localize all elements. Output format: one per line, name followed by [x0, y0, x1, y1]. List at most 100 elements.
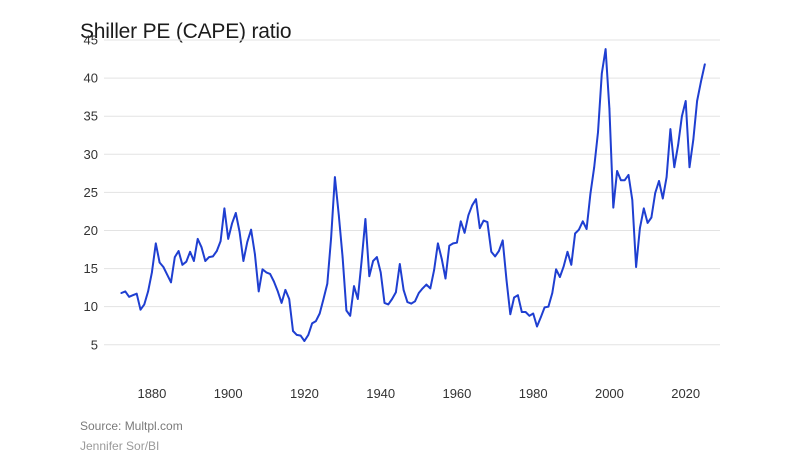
data-point-1943 — [391, 298, 393, 300]
data-point-1995 — [589, 193, 592, 195]
data-point-1944 — [395, 291, 397, 294]
y-tick-label: 20 — [84, 223, 98, 238]
data-point-1964 — [471, 204, 474, 207]
data-point-1958 — [448, 244, 451, 247]
data-point-1874 — [128, 296, 130, 298]
data-point-1933 — [353, 285, 355, 287]
data-point-1950 — [418, 292, 420, 294]
data-point-1940 — [379, 271, 382, 274]
data-point-1914 — [280, 302, 283, 304]
data-point-1956 — [440, 257, 443, 260]
data-point-1896 — [212, 255, 214, 258]
data-point-1985 — [551, 292, 554, 294]
data-point-1912 — [273, 280, 275, 283]
data-point-1994 — [585, 228, 588, 230]
data-point-2013 — [658, 180, 660, 182]
data-point-1977 — [521, 311, 523, 313]
data-point-1945 — [399, 263, 401, 265]
data-point-1925 — [322, 298, 325, 300]
data-point-1941 — [383, 302, 386, 304]
data-point-2003 — [620, 179, 622, 181]
data-point-1960 — [456, 241, 458, 244]
data-point-1910 — [265, 271, 268, 274]
data-point-1948 — [410, 302, 413, 305]
data-point-1949 — [414, 300, 416, 303]
data-point-1936 — [364, 218, 367, 220]
data-point-1897 — [216, 250, 218, 252]
data-point-1889 — [185, 260, 188, 263]
data-point-1917 — [292, 330, 294, 332]
data-point-1884 — [166, 273, 168, 276]
data-point-1989 — [566, 251, 569, 253]
data-point-1996 — [593, 166, 595, 168]
data-point-1926 — [326, 283, 329, 285]
data-point-1883 — [162, 266, 165, 268]
data-point-1876 — [135, 292, 138, 295]
data-point-1972 — [501, 239, 504, 242]
data-point-2005 — [627, 174, 630, 176]
data-point-1966 — [479, 227, 481, 229]
data-point-1911 — [269, 273, 271, 275]
x-tick-label: 1920 — [290, 386, 319, 401]
data-point-2001 — [612, 206, 615, 209]
data-point-2020 — [684, 100, 687, 102]
data-point-1888 — [181, 264, 184, 266]
data-point-1927 — [330, 237, 332, 239]
data-point-1895 — [208, 256, 210, 258]
data-point-1987 — [559, 276, 561, 278]
data-point-1961 — [460, 220, 462, 223]
data-point-2008 — [639, 227, 641, 229]
data-point-1875 — [132, 294, 134, 297]
x-tick-label: 2000 — [595, 386, 624, 401]
x-tick-label: 1900 — [214, 386, 243, 401]
data-point-2015 — [665, 176, 668, 178]
data-point-1881 — [155, 242, 157, 245]
data-point-1974 — [509, 313, 512, 316]
data-point-1937 — [368, 275, 371, 278]
data-point-1980 — [532, 312, 534, 315]
data-point-1968 — [486, 221, 489, 223]
data-point-1921 — [307, 334, 310, 336]
x-tick-label: 1880 — [137, 386, 166, 401]
x-tick-label: 1980 — [519, 386, 548, 401]
data-point-1997 — [597, 131, 599, 133]
data-point-1882 — [158, 261, 161, 264]
data-point-1916 — [288, 298, 291, 300]
data-point-1959 — [452, 242, 454, 245]
data-point-1990 — [570, 264, 573, 266]
data-point-2000 — [608, 107, 611, 110]
y-tick-label: 10 — [84, 299, 98, 314]
data-point-1951 — [421, 287, 424, 290]
data-point-1907 — [254, 253, 256, 255]
y-tick-label: 40 — [84, 71, 98, 86]
data-point-1971 — [498, 250, 500, 252]
data-point-1953 — [429, 287, 432, 290]
data-point-1892 — [196, 238, 199, 240]
data-point-1965 — [475, 198, 477, 200]
data-point-1903 — [238, 231, 241, 233]
data-point-1915 — [284, 289, 287, 291]
data-point-1957 — [444, 277, 447, 280]
data-point-2019 — [681, 115, 683, 117]
data-point-1894 — [204, 260, 207, 262]
source-note: Source: Multpl.com — [80, 419, 183, 433]
data-point-1934 — [357, 298, 359, 300]
data-point-1975 — [513, 296, 515, 299]
data-point-1973 — [505, 279, 508, 281]
data-point-2009 — [643, 207, 645, 210]
data-point-2011 — [650, 216, 653, 219]
y-tick-label: 5 — [91, 337, 98, 352]
data-point-1928 — [334, 176, 336, 178]
data-point-1931 — [345, 309, 348, 312]
data-point-1999 — [604, 48, 607, 50]
data-point-1992 — [578, 228, 580, 231]
data-point-1923 — [315, 320, 317, 322]
data-point-2021 — [688, 166, 691, 168]
data-point-1909 — [261, 268, 264, 271]
data-point-1984 — [547, 305, 550, 308]
cape-line-chart: 5 10 15 20 25 30 35 40 45 1880 1900 1920 1940 1960 19… — [84, 33, 720, 401]
data-point-1978 — [524, 311, 527, 313]
data-point-1890 — [189, 251, 191, 253]
data-point-1962 — [463, 232, 466, 234]
data-point-2022 — [692, 139, 695, 141]
